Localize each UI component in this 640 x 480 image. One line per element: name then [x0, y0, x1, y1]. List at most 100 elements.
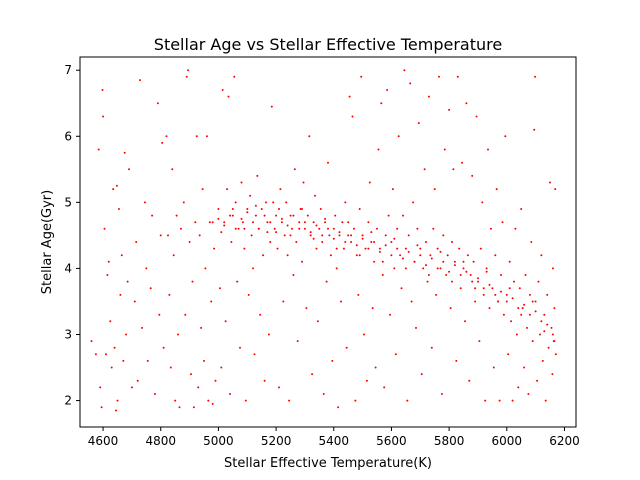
data-point	[344, 241, 347, 243]
data-point	[280, 221, 283, 224]
data-point	[553, 307, 556, 310]
data-point	[237, 227, 240, 230]
data-point	[265, 201, 267, 204]
data-point	[141, 326, 143, 329]
data-point	[174, 399, 177, 402]
data-point	[110, 366, 113, 369]
data-point	[350, 241, 353, 243]
data-point	[551, 267, 554, 270]
data-point	[495, 188, 498, 191]
data-point	[335, 247, 338, 250]
data-point	[291, 227, 293, 230]
data-point	[355, 244, 358, 247]
data-point	[534, 310, 537, 313]
data-point	[358, 208, 361, 210]
data-point	[195, 135, 198, 138]
data-point	[192, 406, 195, 409]
data-point	[367, 221, 370, 224]
data-point	[416, 227, 419, 230]
data-point	[370, 231, 373, 234]
data-point	[217, 208, 220, 210]
data-point	[417, 122, 420, 125]
data-point	[319, 208, 322, 210]
data-point	[469, 274, 472, 276]
data-point	[531, 340, 534, 343]
data-point	[146, 359, 149, 362]
data-point	[491, 287, 494, 290]
data-point	[533, 128, 536, 131]
data-point	[168, 293, 171, 296]
data-point	[229, 214, 231, 217]
data-point	[298, 221, 301, 224]
data-point	[179, 227, 182, 230]
data-point	[464, 320, 466, 323]
data-point	[171, 168, 174, 171]
data-point	[400, 287, 403, 290]
data-point	[459, 274, 462, 276]
data-point	[350, 234, 353, 237]
data-point	[523, 366, 526, 369]
data-point	[327, 161, 329, 164]
data-point	[223, 224, 226, 227]
data-point	[530, 241, 533, 243]
data-point	[125, 333, 128, 336]
data-point	[507, 353, 510, 356]
data-point	[534, 75, 537, 78]
x-tick-label: 4800	[145, 434, 176, 448]
data-point	[240, 217, 243, 220]
data-point	[501, 221, 504, 224]
data-point	[407, 234, 410, 237]
data-point	[302, 181, 305, 184]
data-point	[543, 313, 546, 316]
data-point	[440, 393, 443, 395]
data-point	[177, 333, 179, 336]
data-point	[347, 234, 350, 237]
data-point	[354, 399, 357, 402]
data-point	[393, 267, 396, 270]
data-point	[524, 274, 527, 276]
data-point	[288, 399, 291, 402]
data-point	[484, 399, 487, 402]
data-point	[521, 307, 524, 310]
data-point	[278, 386, 280, 389]
data-point	[149, 287, 152, 290]
data-point	[404, 267, 407, 270]
data-point	[365, 379, 368, 382]
data-point	[321, 234, 324, 237]
data-point	[419, 254, 422, 257]
data-point	[448, 108, 451, 111]
data-point	[523, 303, 526, 306]
data-point	[289, 234, 292, 237]
data-point	[207, 399, 210, 402]
data-point	[107, 260, 110, 263]
data-point	[351, 115, 354, 118]
data-point	[156, 102, 159, 105]
data-point	[389, 313, 391, 316]
data-point	[165, 135, 168, 138]
data-point	[269, 241, 272, 243]
data-point	[540, 320, 543, 323]
data-point	[172, 254, 175, 257]
data-point	[453, 264, 456, 267]
data-point	[458, 247, 461, 250]
data-point	[429, 254, 432, 257]
data-point	[415, 326, 417, 329]
data-point	[380, 102, 383, 105]
data-point	[439, 250, 442, 253]
data-point	[220, 231, 223, 234]
data-point	[479, 247, 482, 250]
data-point	[322, 393, 325, 395]
data-point	[451, 280, 453, 283]
data-point	[103, 227, 106, 230]
y-tick-label: 6	[64, 129, 72, 143]
data-point	[357, 293, 360, 296]
data-point	[187, 69, 190, 72]
data-point	[231, 214, 234, 217]
data-point	[240, 181, 243, 184]
data-point	[546, 323, 549, 326]
data-point	[461, 161, 464, 164]
data-point	[554, 188, 557, 191]
data-point	[466, 254, 469, 257]
y-tick-label: 5	[64, 195, 72, 209]
data-point	[342, 247, 345, 250]
